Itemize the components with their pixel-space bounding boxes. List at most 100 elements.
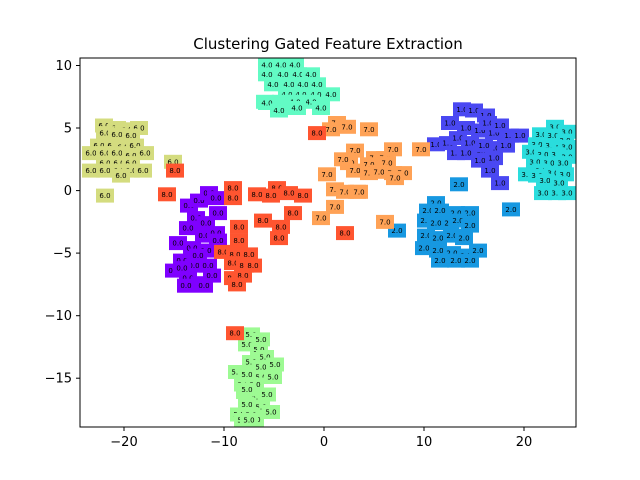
data-point-box <box>415 241 433 256</box>
data-point: 6.0 <box>82 163 100 178</box>
data-point-box <box>179 221 197 236</box>
data-point-label: 4.0 <box>315 105 326 113</box>
data-point-label: 0.0 <box>212 210 223 218</box>
data-point-label: 2.0 <box>458 235 469 243</box>
data-point: 8.0 <box>224 191 242 206</box>
data-point-label: 8.0 <box>311 130 322 138</box>
data-point-label: 8.0 <box>161 191 172 199</box>
data-point-label: 3.0 <box>559 171 570 179</box>
data-point-box <box>481 163 499 178</box>
data-point-label: 3.0 <box>553 180 564 188</box>
data-point-label: 8.0 <box>265 192 276 200</box>
data-point-label: 1.0 <box>474 157 485 165</box>
data-point-label: 3.0 <box>551 190 562 198</box>
data-point-box <box>82 163 100 178</box>
data-point-box <box>169 236 187 251</box>
data-point-box <box>209 233 227 248</box>
data-point-box <box>264 370 282 384</box>
data-point-box <box>360 122 378 137</box>
data-point-label: 4.0 <box>275 62 286 70</box>
data-point-label: 2.0 <box>464 222 475 230</box>
data-point-box <box>280 186 298 201</box>
data-point: 7.0 <box>412 142 430 157</box>
data-point: 7.0 <box>326 199 344 214</box>
plot-area-frame <box>79 57 577 428</box>
data-point-label: 2.0 <box>434 257 445 265</box>
data-point-box <box>346 163 364 178</box>
data-point-label: 8.0 <box>251 191 262 199</box>
data-point: 8.0 <box>262 188 280 203</box>
data-point: 2.0 <box>431 253 449 268</box>
data-point-label: 6.0 <box>125 132 136 140</box>
data-point-label: 3.0 <box>537 190 548 198</box>
data-point-label: 4.0 <box>292 71 303 79</box>
data-point: 3.0 <box>534 186 552 201</box>
data-point: 7.0 <box>318 167 336 182</box>
data-point: 5.0 <box>258 387 276 402</box>
data-point-label: 3.0 <box>561 143 572 151</box>
data-point-label: 8.0 <box>231 281 242 289</box>
data-point-label: 6.0 <box>111 150 122 158</box>
data-point-box <box>558 186 576 201</box>
data-point: 8.0 <box>280 186 298 201</box>
data-point-label: 8.0 <box>229 251 240 259</box>
data-point-label: 1.0 <box>460 125 471 133</box>
data-point-label: 8.0 <box>287 210 298 218</box>
data-point: 0.0 <box>189 248 207 263</box>
data-point-label: 7.0 <box>315 215 326 223</box>
data-point-label: 1.0 <box>478 142 489 150</box>
data-point-label: 1.0 <box>500 142 511 150</box>
data-point-label: 0.0 <box>183 202 194 210</box>
x-tick-label: 20 <box>516 435 533 450</box>
data-point-label: 2.0 <box>434 207 445 215</box>
data-point: 7.0 <box>360 122 378 137</box>
data-point-label: 0.0 <box>193 197 204 205</box>
data-point-label: 4.0 <box>273 107 284 115</box>
y-axis: 10 5 0 −5 −10 −15 <box>45 59 80 387</box>
data-point: 1.0 <box>497 138 515 153</box>
data-point-label: 1.0 <box>444 120 455 128</box>
data-point-label: 1.0 <box>464 140 475 148</box>
data-point-label: 6.0 <box>99 167 110 175</box>
data-point: 4.0 <box>288 101 306 115</box>
data-point-box <box>96 188 114 203</box>
data-point-label: 2.0 <box>420 232 431 240</box>
data-point: 0.0 <box>173 261 191 276</box>
data-point-box <box>136 146 154 161</box>
data-point-box <box>270 103 288 118</box>
data-point-box <box>288 101 306 115</box>
data-point-label: 2.0 <box>432 235 443 243</box>
data-point-label: 6.0 <box>137 167 148 175</box>
data-point-label: 7.0 <box>349 167 360 175</box>
data-point-box <box>262 188 280 203</box>
data-point: 6.0 <box>96 188 114 203</box>
data-point-label: 1.0 <box>514 132 525 140</box>
data-point-box <box>207 191 225 206</box>
data-point-label: 1.0 <box>488 130 499 138</box>
data-point: 4.0 <box>270 103 288 118</box>
data-point: 0.0 <box>195 278 213 293</box>
data-point-label: 4.0 <box>305 98 316 106</box>
data-point: 8.0 <box>166 163 184 178</box>
data-point-box <box>258 387 276 402</box>
data-point-box <box>386 171 404 186</box>
data-point-label: 5.0 <box>243 417 254 425</box>
data-point-label: 2.0 <box>464 210 475 218</box>
data-point: 2.0 <box>455 231 473 246</box>
data-point: 3.0 <box>558 186 576 201</box>
data-point-box <box>491 176 509 191</box>
data-point-label: 6.0 <box>125 167 136 175</box>
data-point-label: 7.0 <box>339 188 350 196</box>
data-point-box <box>240 247 258 262</box>
data-point: 8.0 <box>228 277 246 292</box>
data-point-label: 8.0 <box>275 223 286 231</box>
data-point-label: 5.0 <box>241 341 252 349</box>
data-point: 2.0 <box>415 241 433 256</box>
data-point: 8.0 <box>336 226 354 241</box>
data-point-label: 7.0 <box>379 218 390 226</box>
data-point-label: 6.0 <box>85 167 96 175</box>
x-tick-label: 0 <box>320 435 328 450</box>
data-point-label: 5.0 <box>255 404 266 412</box>
data-point-box <box>511 128 529 143</box>
data-point-label: 8.0 <box>257 217 268 225</box>
